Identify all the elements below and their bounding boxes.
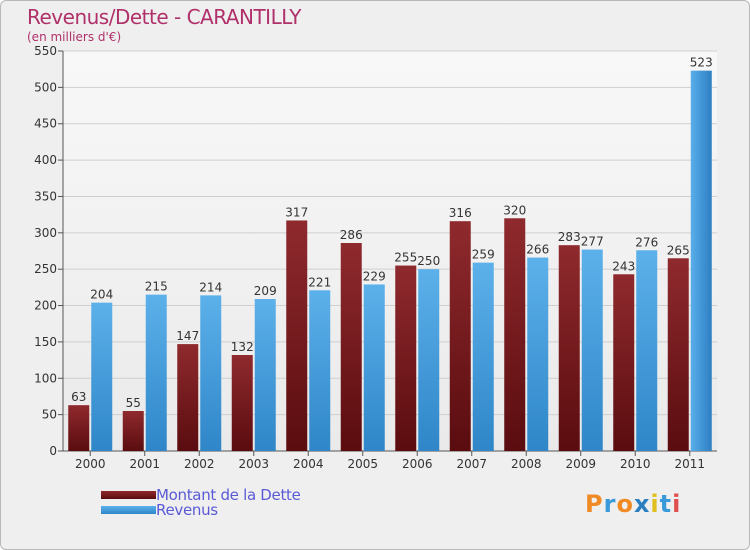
y-tick-label: 100 (34, 371, 57, 385)
bar-revenus (472, 262, 494, 451)
bar-dette (122, 411, 144, 451)
chart-title: Revenus/Dette - CARANTILLY (27, 5, 301, 29)
logo-letter: x (633, 490, 651, 518)
bar-dette (504, 218, 526, 451)
bar-revenus (527, 257, 549, 451)
bar-dette (340, 243, 362, 451)
x-tick-label: 2004 (293, 457, 324, 471)
bar-dette (613, 274, 635, 451)
bar-dette (395, 265, 417, 451)
bar-revenus (91, 302, 113, 451)
x-tick-label: 2005 (347, 457, 378, 471)
data-label-dette: 320 (503, 203, 526, 217)
y-tick-label: 450 (34, 117, 57, 131)
data-label-dette: 283 (558, 230, 581, 244)
data-label-dette: 147 (176, 329, 199, 343)
y-tick-label: 0 (49, 444, 57, 458)
data-label-dette: 265 (667, 243, 690, 257)
data-label-dette: 317 (285, 205, 308, 219)
logo-letter: o (616, 490, 634, 518)
bar-dette (286, 220, 308, 451)
data-label-revenus: 221 (308, 275, 331, 289)
logo-letter: i (672, 490, 682, 518)
x-tick-label: 2002 (184, 457, 215, 471)
y-tick-label: 500 (34, 80, 57, 94)
legend-swatch-dette (101, 490, 156, 499)
data-label-dette: 55 (126, 396, 141, 410)
data-label-dette: 316 (449, 206, 472, 220)
y-tick-label: 400 (34, 153, 57, 167)
x-tick-label: 2011 (674, 457, 705, 471)
x-tick-label: 2001 (129, 457, 160, 471)
x-tick-label: 2010 (620, 457, 651, 471)
x-tick-label: 2000 (75, 457, 106, 471)
bar-revenus (145, 294, 167, 451)
data-label-revenus: 523 (690, 56, 713, 70)
legend-label-dette: Montant de la Dette (156, 485, 301, 504)
data-label-revenus: 214 (199, 280, 222, 294)
legend: Montant de la Dette Revenus (101, 485, 301, 519)
y-tick-label: 150 (34, 335, 57, 349)
bar-revenus (418, 269, 440, 451)
legend-swatch-revenus (101, 505, 156, 514)
bar-revenus (254, 299, 276, 451)
legend-label-revenus: Revenus (156, 500, 218, 519)
chart-subtitle: (en milliers d'€) (27, 30, 122, 44)
x-tick-label: 2006 (402, 457, 433, 471)
data-label-revenus: 276 (635, 235, 658, 249)
data-label-revenus: 259 (472, 248, 495, 262)
bar-dette (449, 221, 471, 451)
bar-revenus (309, 290, 331, 451)
x-tick-label: 2009 (565, 457, 596, 471)
bar-revenus (200, 295, 222, 451)
logo-letter: t (659, 490, 673, 518)
y-tick-label: 200 (34, 299, 57, 313)
logo-letter: P (585, 490, 604, 518)
y-tick-label: 300 (34, 226, 57, 240)
data-label-revenus: 277 (581, 235, 604, 249)
bar-dette (558, 245, 580, 451)
bar-revenus (636, 250, 658, 451)
bar-dette (231, 355, 253, 451)
y-tick-label: 350 (34, 189, 57, 203)
data-label-dette: 286 (340, 228, 363, 242)
y-tick-label: 250 (34, 262, 57, 276)
logo-letter: i (650, 490, 660, 518)
data-label-dette: 132 (231, 340, 254, 354)
bar-dette (177, 344, 199, 451)
bar-dette (68, 405, 90, 451)
data-label-revenus: 204 (90, 288, 113, 302)
proxiti-logo: Proxiti (585, 490, 681, 518)
x-tick-label: 2007 (456, 457, 487, 471)
plot-area (63, 51, 717, 451)
bar-revenus (363, 284, 385, 451)
bar-dette (667, 258, 689, 451)
data-label-revenus: 266 (526, 243, 549, 257)
legend-item-dette: Montant de la Dette (101, 485, 301, 504)
bar-revenus (581, 249, 603, 451)
data-label-revenus: 229 (363, 269, 386, 283)
data-label-revenus: 215 (145, 280, 168, 294)
bar-revenus (690, 70, 712, 452)
x-tick-label: 2003 (238, 457, 269, 471)
x-tick-label: 2008 (511, 457, 542, 471)
data-label-dette: 243 (612, 259, 635, 273)
y-tick-label: 50 (42, 408, 57, 422)
legend-item-revenus: Revenus (101, 500, 301, 519)
data-label-dette: 63 (71, 390, 86, 404)
logo-letter: r (603, 490, 617, 518)
data-label-revenus: 209 (254, 284, 277, 298)
y-tick-label: 550 (34, 44, 57, 58)
data-label-revenus: 250 (417, 254, 440, 268)
data-label-dette: 255 (394, 251, 417, 265)
